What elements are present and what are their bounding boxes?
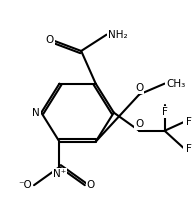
Text: O: O [135,119,143,129]
Text: N⁺: N⁺ [53,169,66,179]
Text: N: N [32,108,40,118]
Text: O: O [46,35,54,45]
Text: CH₃: CH₃ [166,79,186,89]
Text: O: O [135,83,143,93]
Text: NH₂: NH₂ [108,30,128,40]
Text: ⁻O: ⁻O [19,180,32,190]
Text: O: O [87,180,95,190]
Text: F: F [186,117,192,127]
Text: F: F [186,144,192,154]
Text: F: F [162,107,168,117]
